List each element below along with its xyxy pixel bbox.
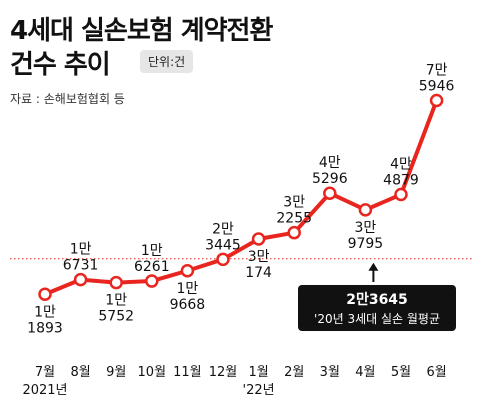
data-label-top: 4만 [319, 155, 341, 171]
reference-label-box [298, 285, 456, 331]
reference-arrow-head [368, 262, 379, 271]
data-point [358, 203, 373, 217]
data-label-top: 3만 [248, 249, 270, 265]
data-point [323, 186, 337, 200]
data-label-bottom: 9668 [170, 297, 206, 313]
x-tick-sublabel: '22년 [243, 383, 275, 398]
data-label-top: 2만 [212, 221, 234, 237]
x-tick-label: 11월 [173, 365, 202, 380]
data-point [287, 225, 301, 240]
source-note: 자료 : 손해보험협회 등 [10, 92, 125, 106]
data-label-bottom: 6731 [63, 258, 99, 274]
chart-title-line-2: 건수 추이 [10, 50, 111, 80]
x-tick-label: 7월 [35, 365, 55, 380]
x-tick-label: 8월 [70, 365, 90, 380]
data-label-top: 4만 [390, 156, 412, 172]
data-point [38, 287, 52, 302]
data-label-bottom: 4879 [383, 172, 419, 188]
data-point [216, 252, 230, 267]
x-tick-label: 5월 [391, 365, 411, 380]
data-label-bottom: 2255 [276, 211, 312, 227]
x-tick-label: 10월 [138, 365, 167, 380]
data-label-top: 3만 [283, 195, 305, 211]
data-point [109, 275, 123, 290]
x-tick-label: 4월 [355, 365, 375, 380]
series-line [43, 98, 439, 297]
data-point [180, 264, 195, 278]
data-label-top: 1만 [34, 304, 56, 320]
data-label-top: 7만 [426, 63, 448, 79]
data-label-bottom: 174 [245, 265, 272, 281]
chart-title-line-1: 4세대 실손보험 계약전환 [10, 16, 273, 46]
data-point [429, 93, 444, 108]
data-point [394, 187, 408, 202]
x-tick-label: 1월 [248, 365, 268, 380]
data-label-bottom: 1893 [27, 320, 63, 336]
data-label-top: 1만 [70, 242, 92, 258]
unit-badge: 단위:건 [140, 50, 194, 73]
data-label-top: 1만 [177, 281, 199, 297]
data-point [251, 232, 266, 246]
data-label-bottom: 9795 [348, 236, 384, 252]
data-label-bottom: 6261 [134, 259, 170, 275]
data-label-top: 3만 [355, 220, 377, 236]
data-point [73, 272, 88, 287]
data-label-top: 1만 [105, 293, 127, 309]
x-tick-label: 12월 [209, 365, 238, 380]
data-point [145, 274, 159, 288]
x-tick-sublabel: 2021년 [22, 383, 67, 398]
reference-label-value: 2만3645 [346, 292, 408, 308]
x-tick-label: 9월 [106, 365, 126, 380]
data-label-bottom: 5296 [312, 171, 348, 187]
data-label-top: 1만 [141, 243, 163, 259]
data-label-bottom: 3445 [205, 237, 241, 253]
x-tick-label: 3월 [320, 365, 340, 380]
data-label-bottom: 5946 [419, 79, 455, 95]
data-label-bottom: 5752 [98, 309, 134, 325]
x-tick-label: 6월 [426, 365, 446, 380]
reference-label-text: '20년 3세대 실손 월평균 [314, 312, 440, 326]
x-tick-label: 2월 [284, 365, 304, 380]
